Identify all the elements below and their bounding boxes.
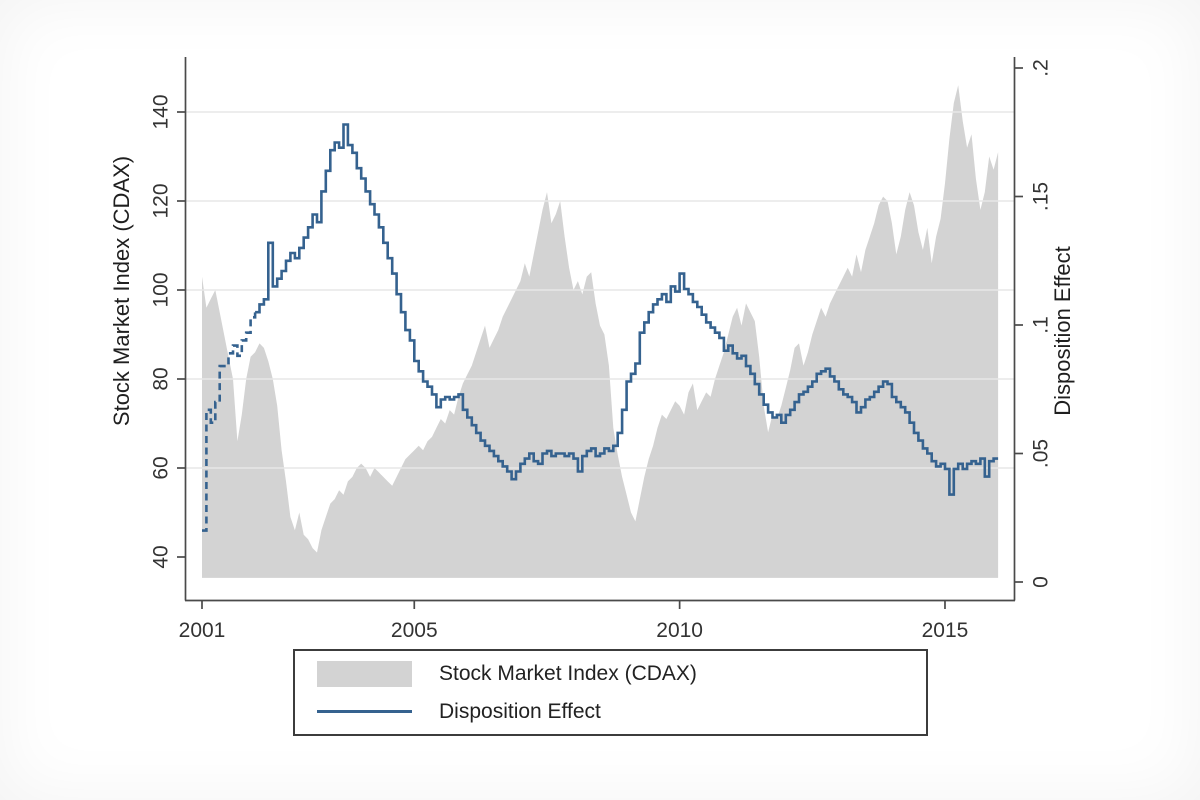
legend-label-disposition-effect: Disposition Effect xyxy=(439,700,601,723)
right-tick-label: 0 xyxy=(1030,576,1053,588)
legend-item-cdax: Stock Market Index (CDAX) xyxy=(317,656,926,692)
x-tick-label: 2010 xyxy=(656,619,703,642)
axis-spines xyxy=(184,57,1016,602)
x-tick-label: 2015 xyxy=(922,619,969,642)
right-tick-label: .2 xyxy=(1030,59,1053,77)
right-tick-label: .05 xyxy=(1030,439,1053,468)
disposition-effect-line-dashed xyxy=(202,312,257,532)
left-tick-label: 100 xyxy=(150,272,173,307)
disposition-effect-line-solid xyxy=(255,123,999,496)
legend-swatch-disposition-line xyxy=(317,710,412,713)
legend-label-cdax: Stock Market Index (CDAX) xyxy=(439,662,697,685)
legend-swatch-cdax-area xyxy=(317,660,412,687)
left-tick-label: 120 xyxy=(150,183,173,218)
right-axis-title: Disposition Effect xyxy=(1050,246,1075,416)
right-tick-label: .15 xyxy=(1030,182,1053,211)
x-tick-label: 2001 xyxy=(179,619,226,642)
left-tick-label: 60 xyxy=(150,456,173,479)
cdax-area-path xyxy=(202,85,999,578)
left-tick-label: 80 xyxy=(150,367,173,390)
x-tick-label: 2005 xyxy=(391,619,438,642)
right-tick-label: .1 xyxy=(1030,316,1053,334)
left-axis-title: Stock Market Index (CDAX) xyxy=(109,156,134,426)
legend: Stock Market Index (CDAX) Disposition Ef… xyxy=(293,649,928,736)
left-tick-label: 140 xyxy=(150,94,173,129)
legend-item-disposition-effect: Disposition Effect xyxy=(317,694,926,730)
left-tick-label: 40 xyxy=(150,545,173,568)
